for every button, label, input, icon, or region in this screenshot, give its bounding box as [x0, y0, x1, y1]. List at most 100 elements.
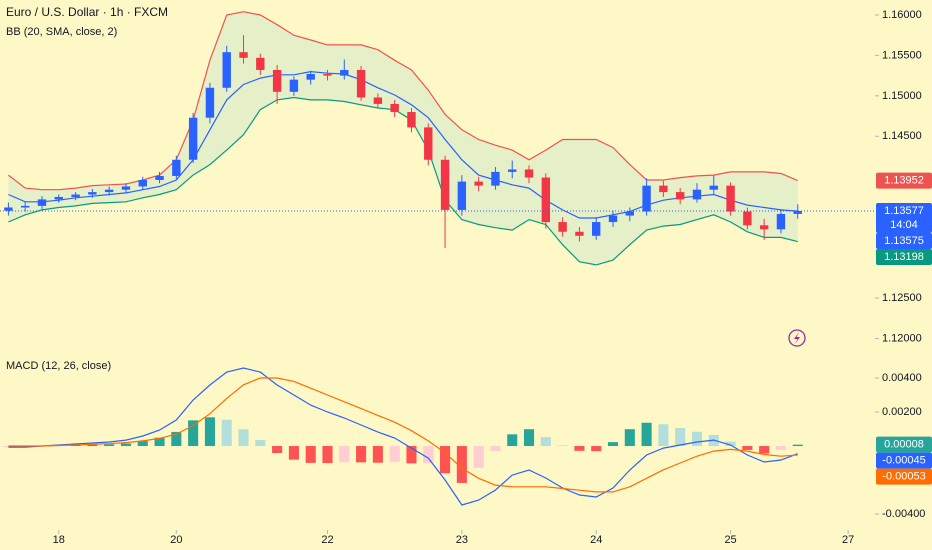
- value-box-label: 1.13577: [884, 205, 924, 217]
- histogram-bar: [742, 446, 753, 450]
- candle-body: [356, 69, 366, 98]
- value-box: [876, 452, 932, 469]
- candle-body: [256, 57, 265, 70]
- candle-body: [440, 159, 450, 210]
- histogram-bar: [557, 445, 568, 447]
- candle-body: [289, 79, 299, 92]
- candle-body: [424, 127, 433, 160]
- y-tick-label: 1.16000: [882, 9, 922, 21]
- candle-body: [323, 74, 332, 76]
- histogram-bar: [607, 442, 619, 447]
- histogram-bar: [288, 446, 299, 460]
- value-box: [876, 248, 932, 265]
- histogram-bar: [725, 441, 736, 447]
- candle-body: [188, 117, 198, 160]
- band-line: [8, 96, 798, 266]
- candle-body: [340, 69, 349, 76]
- candle-body: [659, 185, 668, 193]
- candle-body: [4, 207, 13, 211]
- candle-body: [793, 210, 802, 214]
- candle-body: [625, 211, 634, 216]
- y-tick-label: 1.12500: [882, 292, 922, 304]
- candle-body: [155, 175, 164, 180]
- value-box-label: 1.13952: [884, 175, 924, 187]
- candle-body: [743, 211, 752, 226]
- candle-body: [37, 199, 47, 206]
- y-tick-label: 1.15000: [882, 90, 922, 102]
- candle-body: [272, 69, 282, 92]
- candle-body: [675, 192, 685, 200]
- value-box-label: 0.00008: [884, 439, 924, 451]
- candle-body: [508, 169, 517, 172]
- x-tick-label: 18: [53, 534, 65, 546]
- histogram-bar: [171, 431, 182, 447]
- candle-body: [222, 52, 231, 88]
- value-box-label: 1.13198: [884, 251, 924, 263]
- indicator-label: BB (20, SMA, close, 2): [6, 26, 117, 38]
- x-tick-label: 20: [170, 534, 182, 546]
- candle-body: [709, 185, 718, 190]
- value-box-label: -0.00045: [882, 455, 925, 467]
- histogram-bar: [221, 419, 232, 447]
- candle-body: [172, 159, 181, 176]
- y-tick-label: 1.15500: [882, 49, 922, 61]
- band-line: [8, 70, 798, 219]
- histogram-bar: [624, 429, 635, 447]
- candle-body: [71, 194, 80, 197]
- x-tick-label: 24: [590, 534, 602, 546]
- histogram-bar: [204, 417, 215, 447]
- candle-body: [491, 171, 500, 186]
- histogram-bar: [87, 444, 98, 447]
- value-box: [876, 202, 932, 233]
- candle-body: [138, 179, 147, 187]
- candle-body: [306, 74, 315, 80]
- candle-body: [541, 177, 551, 223]
- value-box: [876, 232, 932, 249]
- histogram-bar: [523, 429, 535, 447]
- candle-body: [692, 189, 702, 200]
- histogram-bar: [272, 446, 283, 454]
- candle-body: [592, 222, 601, 236]
- histogram-bar: [456, 446, 467, 483]
- candle-body: [776, 213, 786, 230]
- y-tick-label: 0.00200: [882, 406, 922, 418]
- histogram-bar: [759, 446, 770, 454]
- value-box: [876, 436, 932, 453]
- candle-body: [373, 97, 383, 104]
- histogram-bar: [339, 446, 350, 463]
- x-tick-label: 23: [456, 534, 468, 546]
- candle-body: [121, 186, 131, 190]
- histogram-bar: [675, 428, 686, 447]
- histogram-bar: [490, 446, 501, 451]
- histogram-bar: [255, 440, 266, 447]
- value-box: [876, 468, 932, 485]
- candle-body: [88, 192, 97, 195]
- histogram-bar: [3, 446, 14, 448]
- histogram-bar: [423, 446, 434, 464]
- histogram-bar: [792, 444, 803, 447]
- alert-icon[interactable]: [788, 329, 806, 347]
- histogram-bar: [591, 446, 602, 452]
- histogram-bar: [473, 446, 484, 468]
- histogram-bar: [775, 446, 786, 450]
- candle-body: [390, 103, 399, 113]
- histogram-bar: [238, 429, 249, 447]
- histogram-bar: [507, 434, 518, 447]
- candle-body: [474, 181, 483, 186]
- histogram-bar: [120, 443, 131, 447]
- macd-line: [8, 367, 798, 506]
- histogram-bar: [641, 422, 652, 447]
- candle-body: [558, 222, 567, 232]
- histogram-bar: [188, 420, 199, 447]
- plot-layer: 1.16000 1.15500 1.15000 1.14500 1.12500 1.120…: [0, 9, 932, 546]
- candle-body: [726, 185, 735, 212]
- histogram-bar: [389, 446, 400, 462]
- candle-body: [104, 189, 114, 193]
- histogram-bar: [356, 446, 367, 463]
- candle-body: [759, 225, 769, 230]
- histogram-bar: [154, 437, 165, 447]
- macd-line: [8, 377, 798, 493]
- histogram-bar: [305, 446, 316, 463]
- histogram-bar: [104, 444, 115, 447]
